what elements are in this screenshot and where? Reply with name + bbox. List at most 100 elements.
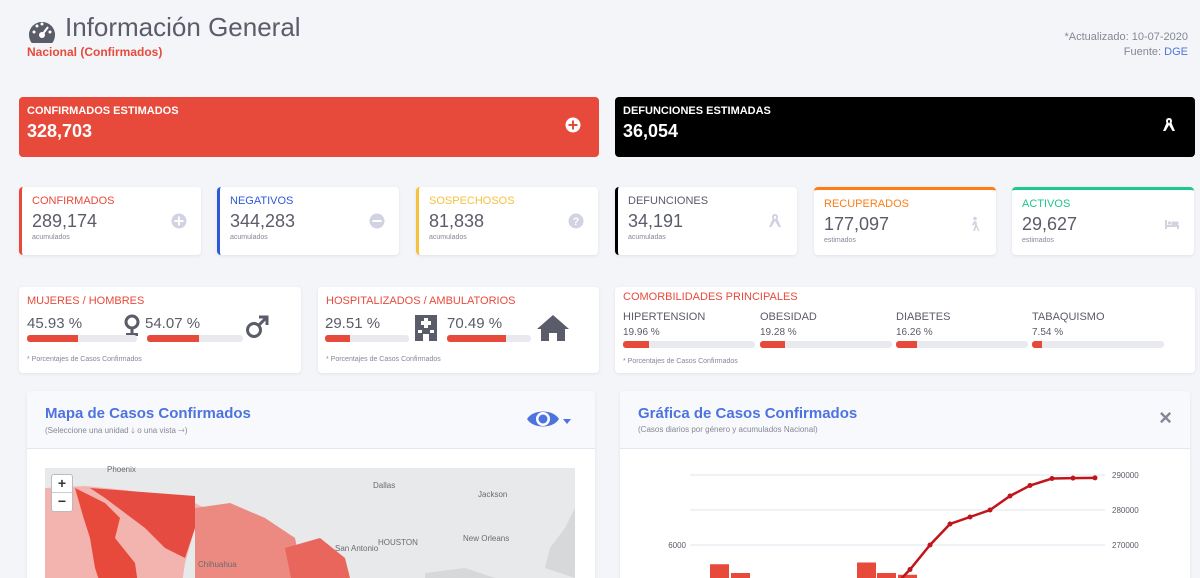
stat-sub: acumulados — [32, 234, 70, 241]
comorbidity-name: HIPERTENSION — [623, 311, 706, 323]
zoom-in-button[interactable]: + — [52, 475, 72, 493]
dashboard-gauge-icon — [29, 21, 55, 43]
comorbidity-name: DIABETES — [896, 311, 951, 323]
page-subtitle: Nacional (Confirmados) — [27, 45, 163, 59]
chart-close-button[interactable]: × — [1159, 405, 1172, 430]
card-label: DEFUNCIONES ESTIMADAS — [623, 105, 771, 117]
men-bar-fill — [147, 335, 199, 342]
stat-value: 34,191 — [628, 211, 684, 231]
map-panel-title: Mapa de Casos Confirmados — [45, 405, 251, 422]
source-label: Fuente: — [1123, 46, 1162, 58]
deaths-estimated-card: DEFUNCIONES ESTIMADAS 36,054 — [615, 97, 1195, 157]
chart-right-tick: 270000 — [1112, 541, 1139, 550]
ambulatory-bar — [447, 335, 531, 342]
walking-icon — [972, 216, 980, 231]
chart-bar — [877, 573, 896, 578]
chart-point — [1070, 475, 1076, 481]
plus-circle-icon — [171, 213, 187, 229]
women-percent: 45.93 % — [27, 315, 83, 332]
comorbidity-percent: 19.96 % — [623, 327, 660, 338]
ribbon-icon — [769, 214, 781, 227]
comorbidities-card: COMORBILIDADES PRINCIPALES HIPERTENSION … — [615, 287, 1195, 373]
ambulatory-bar-fill — [447, 335, 507, 342]
comorbidity-name: OBESIDAD — [760, 311, 817, 323]
stat-label: NEGATIVOS — [230, 195, 294, 207]
comorbidity-percent: 19.28 % — [760, 327, 797, 338]
zoom-out-button[interactable]: − — [57, 493, 67, 509]
comorbidity-name: TABAQUISMO — [1032, 311, 1105, 323]
hospitalized-bar — [325, 335, 409, 342]
stat-sub: acumulados — [230, 234, 268, 241]
stat-label: CONFIRMADOS — [32, 195, 115, 207]
map-city-label: Phoenix — [107, 465, 136, 474]
female-icon — [124, 314, 140, 340]
map-panel: Mapa de Casos Confirmados (Seleccione un… — [27, 391, 595, 578]
chart-point — [1027, 483, 1033, 488]
chart-point — [1049, 476, 1055, 481]
comorbidity-bar — [623, 341, 755, 348]
women-bar — [27, 335, 137, 342]
stat-sub: acumuladas — [628, 234, 666, 241]
stat-label: DEFUNCIONES — [628, 195, 709, 207]
map-city-label: Dallas — [373, 481, 396, 490]
source-link[interactable]: DGE — [1164, 46, 1188, 58]
comorbidity-bar — [896, 341, 1028, 348]
minus-circle-icon — [369, 213, 385, 229]
men-bar — [147, 335, 243, 342]
stat-sub: estimados — [824, 237, 856, 244]
stat-label: RECUPERADOS — [824, 198, 909, 210]
hospitalized-bar-fill — [325, 335, 350, 342]
chart-point — [947, 521, 953, 527]
plus-circle-icon — [565, 117, 581, 133]
chart-bar — [731, 573, 750, 578]
stat-card-deaths: DEFUNCIONES 34,191 acumuladas — [615, 187, 797, 255]
stat-sub: acumulados — [429, 234, 467, 241]
view-eye-icon[interactable] — [525, 406, 573, 434]
card-label: HOSPITALIZADOS / AMBULATORIOS — [326, 295, 516, 307]
map-city-label: HOUSTON — [378, 538, 418, 547]
chart-point — [927, 542, 933, 548]
card-value: 328,703 — [27, 121, 93, 141]
updated-date: *Actualizado: 10-07-2020 — [1064, 31, 1188, 43]
stat-card-negative: NEGATIVOS 344,283 acumulados — [217, 187, 399, 255]
page-header: Información General — [27, 12, 301, 43]
card-label: COMORBILIDADES PRINCIPALES — [623, 291, 798, 303]
map-panel-header: Mapa de Casos Confirmados (Seleccione un… — [27, 391, 595, 449]
source-line: Fuente: DGE — [1064, 45, 1188, 60]
comorbidity-percent: 7.54 % — [1032, 327, 1064, 338]
card-note: * Porcentajes de Casos Confirmados — [326, 356, 441, 363]
women-bar-fill — [27, 335, 78, 342]
stat-sub: estimados — [1022, 237, 1054, 244]
bed-icon — [1165, 220, 1179, 229]
chart-left-tick: 6000 — [668, 541, 686, 550]
home-icon — [537, 315, 569, 341]
chart-point — [987, 507, 993, 513]
comorbidity-percent: 16.26 % — [896, 327, 933, 338]
stat-value: 81,838 — [429, 211, 485, 231]
map-city-label: San Antonio — [335, 544, 379, 553]
map-city-label: Chihuahua — [198, 560, 237, 569]
male-icon — [246, 315, 269, 338]
stat-value: 289,174 — [32, 211, 98, 231]
stat-card-recovered: RECUPERADOS 177,097 estimados — [814, 187, 996, 255]
comorbidity-bar — [1032, 341, 1164, 348]
confirmed-estimated-card: CONFIRMADOS ESTIMADOS 328,703 — [19, 97, 599, 157]
stat-value: 344,283 — [230, 211, 296, 231]
chart-point — [907, 567, 913, 572]
map-panel-subtitle: (Seleccione una unidad 🡓 o una vista 🡒) — [45, 426, 188, 435]
gender-card: MUJERES / HOMBRES 45.93 % 54.07 % * Porc… — [19, 287, 301, 373]
cases-chart: 290000 280000 270000 6000 — [668, 471, 1139, 578]
stat-value: 29,627 — [1022, 214, 1078, 234]
comorbidity-bar — [760, 341, 892, 348]
chart-bar — [710, 564, 729, 578]
comorbidity-bar-fill — [896, 341, 918, 348]
chart-panel-header: Gráfica de Casos Confirmados (Casos diar… — [620, 391, 1190, 449]
chart-right-tick: 290000 — [1112, 471, 1139, 480]
map-city-label: Jackson — [478, 490, 508, 499]
question-circle-icon: ? — [568, 213, 584, 229]
hospitalized-percent: 29.51 % — [325, 315, 381, 332]
chart-point — [1007, 493, 1013, 499]
svg-text:?: ? — [573, 216, 580, 228]
map-canvas[interactable]: + − Phoenix Dallas Jackson San Antonio H… — [45, 465, 575, 578]
chart-point — [967, 514, 973, 520]
